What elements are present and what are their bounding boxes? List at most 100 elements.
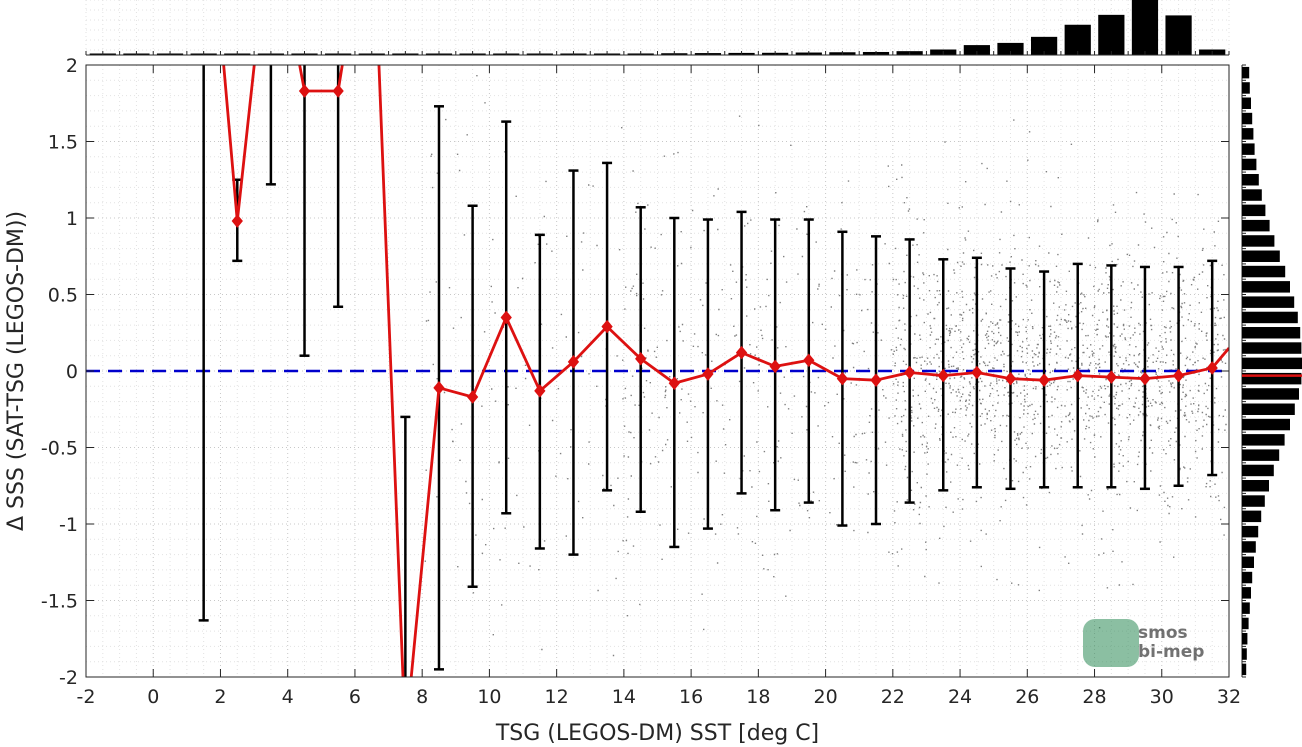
mean-marker <box>668 376 680 391</box>
right-histogram-bar <box>1242 219 1270 232</box>
y-axis-ticks: -2 -1.5 -1 -0.5 0 0.5 1 1.5 2 <box>41 55 1229 689</box>
top-histogram-bar <box>1165 15 1192 55</box>
top-histogram-bar <box>1030 36 1058 55</box>
y-axis-label: Δ SSS (SAT-TSG (LEGOS-DM)) <box>4 211 29 531</box>
right-histogram-bar <box>1242 82 1250 94</box>
y-tick-label: 1 <box>66 208 78 230</box>
right-histogram-bar <box>1242 327 1301 339</box>
right-histogram-bar <box>1242 495 1265 507</box>
watermark-line2: bi-mep <box>1138 642 1204 662</box>
right-histogram-bar <box>1242 418 1290 431</box>
mean-marker <box>769 359 781 374</box>
mean-marker <box>1072 368 1084 383</box>
mean-marker <box>534 384 546 398</box>
top-histogram-bar <box>1131 0 1159 55</box>
x-tick-label: 0 <box>147 686 159 708</box>
right-histogram-bar <box>1242 571 1253 584</box>
y-tick-label: -1.5 <box>41 591 78 613</box>
right-histogram-bar <box>1242 357 1302 370</box>
right-histogram-bar <box>1242 128 1254 140</box>
y-tick-label: 1.5 <box>48 132 78 154</box>
right-histogram-bar <box>1242 296 1295 308</box>
x-tick-label: 24 <box>948 686 972 708</box>
right-histogram-bar <box>1242 342 1302 354</box>
x-tick-label: 32 <box>1217 686 1241 708</box>
mean-marker <box>937 368 949 383</box>
x-tick-label: 2 <box>214 686 226 708</box>
right-histogram-bar <box>1242 633 1248 645</box>
x-tick-label: 12 <box>545 686 569 708</box>
watermark-logo: smos bi-mep <box>1083 619 1204 667</box>
x-tick-label: 20 <box>813 686 837 708</box>
right-histogram-bar <box>1242 189 1262 201</box>
x-axis-label: TSG (LEGOS-DM) SST [deg C] <box>495 721 819 746</box>
mean-line <box>222 65 1229 677</box>
right-histogram-bar <box>1242 158 1257 171</box>
right-histogram-bar <box>1242 235 1275 247</box>
right-histogram-bar <box>1242 388 1299 400</box>
x-tick-label: 18 <box>746 686 770 708</box>
mean-marker <box>433 381 445 395</box>
x-axis-ticks: -2 0 2 4 6 8 10 12 14 16 18 20 22 24 26 28 30 32 <box>77 65 1241 708</box>
y-tick-label: 2 <box>66 55 78 77</box>
right-histogram-bar <box>1242 510 1262 523</box>
mean-marker <box>500 310 512 325</box>
x-tick-label: 8 <box>416 686 428 708</box>
right-histogram-bar <box>1242 281 1290 293</box>
x-tick-label: 6 <box>349 686 361 708</box>
right-histogram-bar <box>1242 480 1269 492</box>
mean-marker <box>635 351 647 366</box>
right-histogram <box>1241 64 1302 678</box>
top-histogram <box>85 0 1230 56</box>
right-histogram-bar <box>1242 97 1251 109</box>
mean-marker <box>735 345 748 360</box>
mean-marker <box>1172 368 1185 383</box>
y-tick-label: -2 <box>59 667 78 689</box>
mean-marker <box>971 365 983 380</box>
x-tick-label: 14 <box>612 686 636 708</box>
mean-marker <box>836 371 849 386</box>
top-histogram-bar <box>963 45 990 55</box>
x-tick-label: 4 <box>282 686 294 708</box>
right-histogram-bar <box>1242 556 1254 568</box>
right-histogram-bar <box>1242 464 1274 477</box>
mean-marker <box>298 84 311 98</box>
mean-marker <box>231 214 243 228</box>
right-histogram-bar <box>1242 541 1256 553</box>
mean-marker <box>466 390 479 404</box>
error-bar <box>265 65 276 186</box>
top-histogram-bar <box>1098 14 1125 56</box>
mean-marker <box>1139 371 1151 386</box>
right-histogram-bar <box>1242 250 1280 262</box>
right-histogram-bar <box>1242 617 1249 630</box>
right-histogram-bar <box>1242 204 1266 217</box>
right-histogram-bar <box>1242 66 1250 79</box>
right-histogram-bar <box>1242 663 1247 676</box>
error-bar <box>198 65 209 622</box>
y-tick-label: -1 <box>59 514 78 536</box>
mean-marker <box>870 373 882 387</box>
error-bar <box>400 415 411 677</box>
y-tick-label: -0.5 <box>41 438 78 460</box>
mean-marker <box>903 365 916 380</box>
mean-marker <box>567 355 580 369</box>
x-tick-label: 30 <box>1150 686 1174 708</box>
top-histogram-bar <box>1064 24 1091 55</box>
right-histogram-bar <box>1242 403 1295 415</box>
right-histogram-bar <box>1242 311 1298 324</box>
right-histogram-bar <box>1242 174 1259 186</box>
mean-marker <box>702 367 714 381</box>
right-histogram-bar <box>1242 112 1253 125</box>
y-tick-label: 0 <box>66 361 78 383</box>
mean-marker <box>1206 361 1218 375</box>
right-histogram-bar <box>1242 602 1250 614</box>
x-tick-label: 10 <box>477 686 501 708</box>
x-tick-label: 22 <box>881 686 905 708</box>
mean-marker <box>601 319 613 334</box>
right-histogram-bar <box>1242 265 1286 278</box>
main-plot-area: smos bi-mep <box>85 64 1230 678</box>
right-histogram-bar <box>1242 587 1251 599</box>
mean-marker <box>1004 371 1017 386</box>
mean-markers <box>231 84 1218 404</box>
